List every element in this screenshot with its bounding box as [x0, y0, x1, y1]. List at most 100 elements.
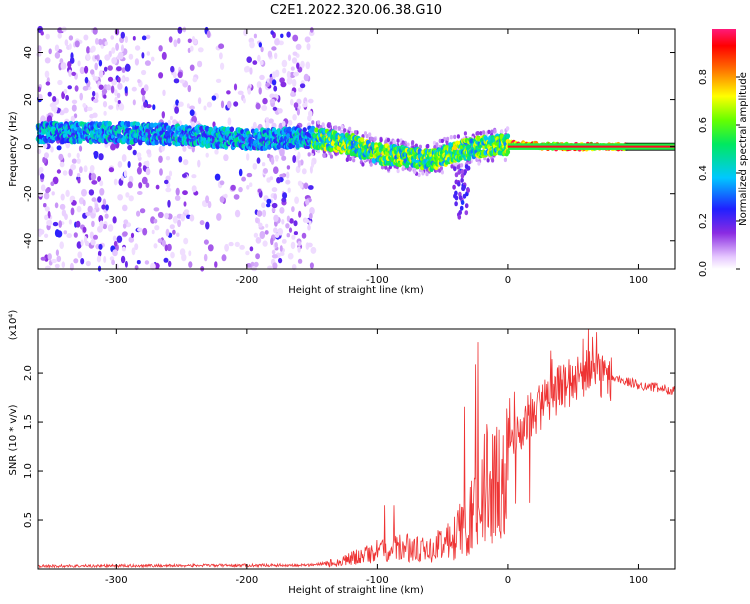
spectrogram-cell: [102, 198, 107, 207]
spectrogram-cell: [487, 129, 491, 135]
spectrogram-cell: [143, 101, 148, 108]
spectrogram-cell: [205, 221, 210, 230]
spectrogram-cell: [145, 167, 151, 176]
spectrogram-cell: [287, 54, 292, 61]
spectrogram-cell: [396, 168, 400, 174]
spectrogram-cell: [249, 67, 253, 75]
spectrogram-cell: [76, 158, 81, 164]
spectrogram-cell: [265, 82, 270, 87]
spectrogram-cell: [281, 120, 286, 127]
spectrogram-cell: [392, 139, 396, 145]
spectrogram-cell: [76, 205, 82, 213]
spectrogram-cell: [368, 132, 372, 137]
spectrogram-cell: [67, 61, 72, 68]
spectrogram-cell: [51, 258, 57, 264]
spectrogram-cell: [262, 209, 267, 218]
spectrogram-cell: [203, 253, 208, 262]
spectrogram-cell: [214, 149, 219, 155]
spectrogram-cell: [128, 195, 134, 202]
spectrogram-cell: [287, 119, 293, 126]
spectrogram-cell: [206, 30, 211, 38]
spectrogram-cell: [281, 238, 287, 244]
spectrogram-cell: [282, 67, 287, 74]
spectrogram-cell: [68, 43, 72, 50]
spectrogram-cell: [220, 62, 225, 70]
spectrogram-cell: [187, 85, 192, 93]
spectrogram-cell: [120, 255, 126, 264]
spectrogram-cell: [121, 77, 125, 83]
spectrogram-cell: [482, 130, 486, 135]
spectrogram-cell: [309, 27, 314, 33]
spectrogram-cell: [175, 187, 180, 196]
spectrogram-cell: [86, 106, 93, 112]
spectrogram-cell: [123, 170, 128, 178]
spectrogram-cell: [258, 222, 263, 228]
spectrogram-cell: [95, 92, 99, 100]
spectrogram-cell: [290, 66, 295, 71]
spectrogram-cell: [177, 219, 182, 228]
spectrogram-cell: [191, 185, 197, 193]
spectrogram-cell: [352, 158, 356, 163]
spectrogram-cell: [464, 210, 469, 216]
snr-y-ticks: 0.5 1.0 1.5 2.0: [23, 365, 675, 528]
spectrogram-cell: [102, 88, 107, 96]
spectrogram-cell: [137, 191, 143, 195]
spectrogram-cell: [297, 160, 301, 168]
spectrogram-cell: [59, 203, 66, 210]
spectrogram-x-axis-label: Height of straight line (km): [288, 285, 424, 296]
spectrogram-cell: [460, 177, 464, 183]
spectrogram-cell: [56, 169, 62, 174]
spectrogram-cell: [99, 180, 104, 187]
spectrogram-cell: [165, 187, 172, 193]
spectrogram-cell: [459, 205, 464, 211]
spectrogram-cell: [98, 153, 104, 161]
spectrogram-cell: [425, 144, 429, 149]
spectrogram-cell: [80, 258, 85, 265]
spectrogram-cell: [69, 196, 73, 203]
spectrogram-cell: [51, 105, 57, 112]
spectrogram-cell: [97, 196, 102, 203]
spectrogram-cell: [285, 223, 290, 229]
spectrogram-cell: [103, 110, 107, 116]
spectrogram-cell: [168, 260, 172, 267]
spectrogram-cell: [154, 225, 160, 231]
spectrogram-cell: [178, 101, 184, 107]
snr-y-tick-label: 1.5: [23, 414, 34, 430]
spectrogram-cell: [454, 201, 458, 207]
spectrogram-cell: [238, 168, 243, 177]
snr-x-tick-label: -300: [105, 575, 128, 586]
spectrogram-cell: [183, 201, 187, 207]
spectrogram-cell: [166, 243, 172, 252]
spectrogram-cell: [124, 260, 128, 268]
spectrogram-cell: [450, 164, 454, 169]
spectrogram-ridge-cell: [469, 138, 474, 144]
spectrogram-cell: [84, 65, 89, 74]
spectrogram-cell: [90, 173, 97, 181]
spectrogram-cell: [128, 236, 135, 243]
spectrogram-cell: [138, 182, 143, 189]
spectrogram-ridge-cell: [505, 133, 511, 139]
spectrogram-cell: [317, 120, 321, 125]
spectrogram-cell: [274, 52, 278, 59]
spectrogram-cell: [189, 109, 195, 116]
spectrogram-cell: [79, 166, 83, 174]
spectrogram-cell: [257, 54, 261, 62]
spectrogram-cell: [174, 195, 181, 201]
spectrogram-cell: [326, 123, 330, 128]
spectrogram-cell: [291, 57, 298, 64]
spectrogram-cell: [408, 167, 412, 172]
spectrogram-cell: [287, 187, 291, 193]
spectrogram-x-tick-label: -200: [236, 275, 259, 286]
spectrogram-cell: [60, 62, 67, 70]
spectrogram-cell: [136, 260, 141, 265]
spectrogram-cell: [108, 167, 115, 173]
spectrogram-cell: [111, 259, 115, 266]
spectrogram-cell: [261, 202, 266, 209]
spectrogram-cell: [114, 96, 118, 103]
spectrogram-cell: [477, 161, 481, 166]
spectrogram-cell: [73, 258, 79, 264]
spectrogram-cell: [124, 36, 128, 43]
spectrogram-y-ticks: -40 -20 0 20 40: [23, 46, 675, 249]
spectrogram-cell: [70, 115, 75, 122]
spectrogram-cell: [223, 193, 228, 199]
